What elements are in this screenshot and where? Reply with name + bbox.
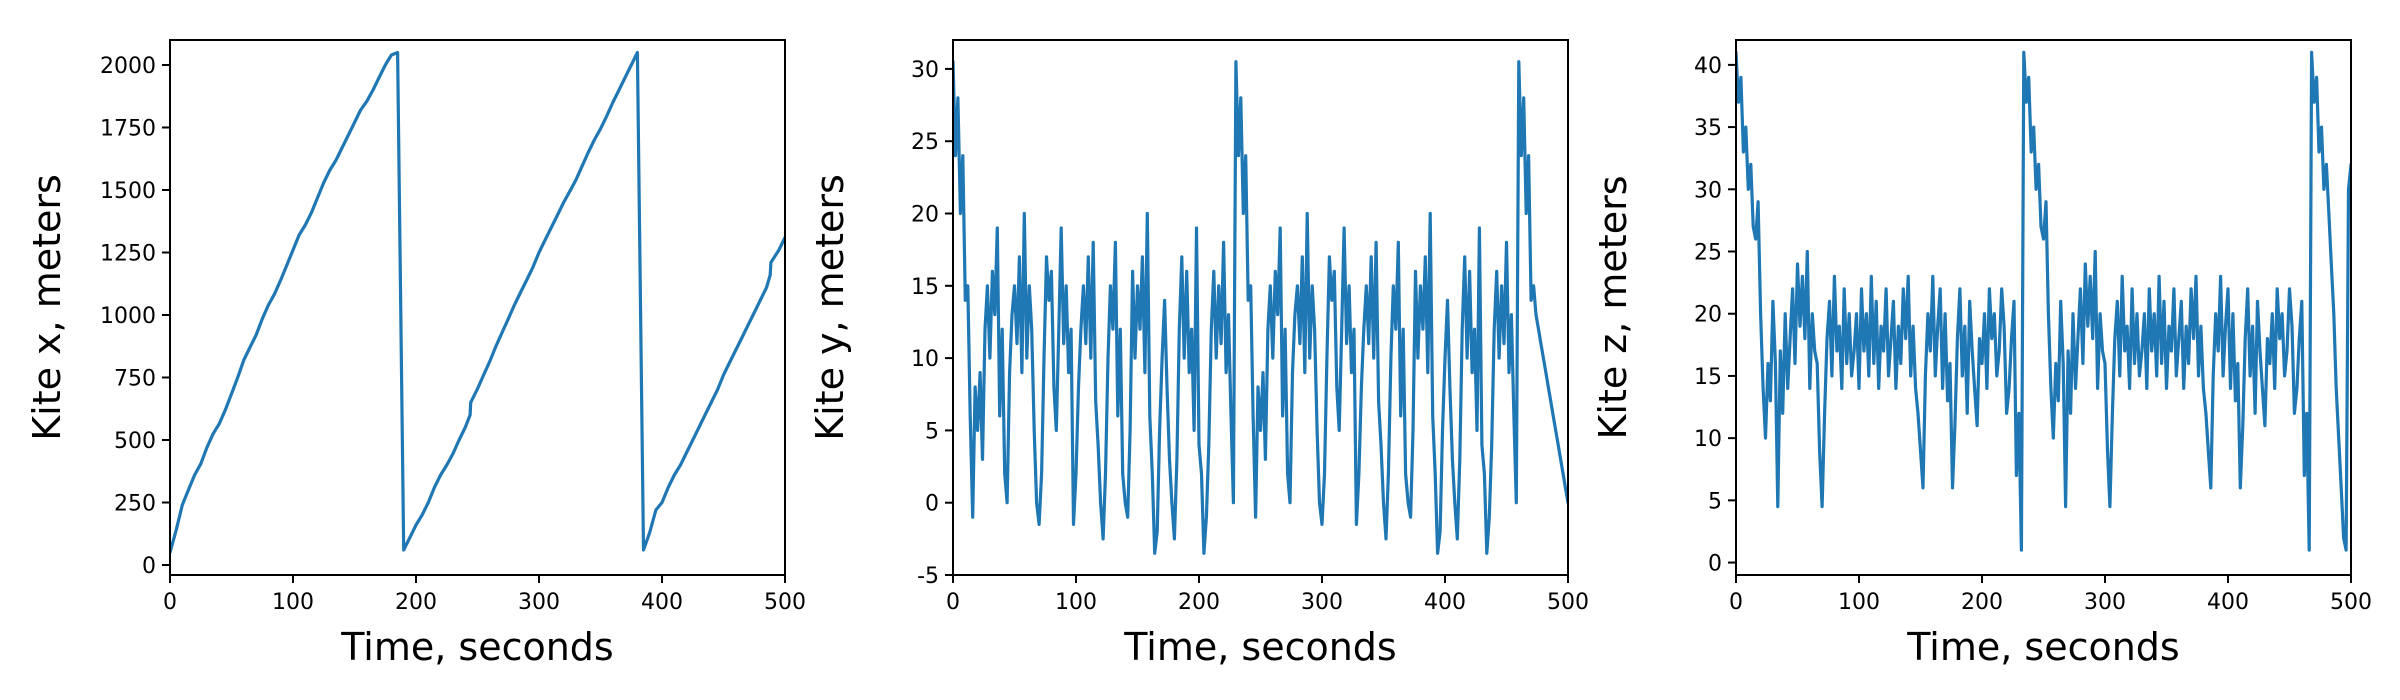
y-tick-label: 30 <box>911 58 939 83</box>
y-tick-label: 15 <box>1694 365 1722 390</box>
y-tick-label: 10 <box>911 347 939 372</box>
x-tick-label: 300 <box>2084 590 2126 615</box>
x-axis-title: Time, seconds <box>1123 625 1396 669</box>
y-tick-label: 0 <box>925 492 939 517</box>
chart-panel-2: 0 100 200 300 400 500 -5 0 5 10 15 20 25 30 Time, seco… <box>808 39 1589 669</box>
x-tick-label: 200 <box>395 590 437 615</box>
y-tick-label: 0 <box>1708 552 1722 577</box>
y-tick-label: 15 <box>911 275 939 300</box>
series-line-kite-x <box>170 50 785 555</box>
y-tick-label: 5 <box>1708 489 1722 514</box>
x-tick-label: 100 <box>1838 590 1880 615</box>
y-tick-label: 20 <box>911 203 939 228</box>
x-axis-title: Time, seconds <box>340 625 613 669</box>
x-tick-label: 300 <box>1301 590 1343 615</box>
x-tick-label: 400 <box>641 590 683 615</box>
y-axis-title: Kite y, meters <box>808 174 852 441</box>
y-tick-label: 25 <box>1694 241 1722 266</box>
y-axis-title: Kite x, meters <box>25 174 69 441</box>
x-tick-label: 100 <box>272 590 314 615</box>
x-tick-label: 0 <box>1729 590 1743 615</box>
y-tick-label: 1750 <box>100 117 156 142</box>
y-tick-label: 35 <box>1694 116 1722 141</box>
y-tick-label: 1500 <box>100 179 156 204</box>
x-tick-label: 400 <box>1424 590 1466 615</box>
x-tick-label: 100 <box>1055 590 1097 615</box>
x-tick-label: 200 <box>1178 590 1220 615</box>
y-tick-label: 25 <box>911 130 939 155</box>
plot-frame-1 <box>169 39 786 576</box>
x-tick-label: 500 <box>1547 590 1589 615</box>
y-tick-label: 0 <box>142 554 156 579</box>
y-tick-label: 750 <box>114 367 156 392</box>
plot-frame-2 <box>952 39 1569 576</box>
x-tick-label: 300 <box>518 590 560 615</box>
y-tick-label: 5 <box>925 419 939 444</box>
x-tick-label: 200 <box>1961 590 2003 615</box>
x-tick-label: 500 <box>764 590 806 615</box>
series-line-kite-z <box>1736 50 2351 552</box>
x-tick-label: 500 <box>2330 590 2372 615</box>
y-axis-title: Kite z, meters <box>1591 175 1635 439</box>
y-tick-label: 1000 <box>100 304 156 329</box>
y-tick-label: 250 <box>114 492 156 517</box>
x-axis-title: Time, seconds <box>1906 625 2179 669</box>
y-tick-label: 30 <box>1694 178 1722 203</box>
chart-panel-3: 0 100 200 300 400 500 0 5 10 15 20 25 30 35 40 Time, se… <box>1591 39 2372 669</box>
x-tick-label: 0 <box>163 590 177 615</box>
series-line-kite-y <box>953 60 1568 555</box>
x-tick-label: 0 <box>946 590 960 615</box>
chart-panel-1: 0 100 200 300 400 500 0 250 500 750 1000 1250 1500 17… <box>25 39 806 669</box>
y-tick-label: 10 <box>1694 427 1722 452</box>
y-tick-label: -5 <box>917 564 939 589</box>
y-tick-label: 500 <box>114 429 156 454</box>
y-tick-label: 20 <box>1694 303 1722 328</box>
plot-frame-3 <box>1735 39 2352 576</box>
y-tick-label: 2000 <box>100 54 156 79</box>
y-tick-label: 40 <box>1694 54 1722 79</box>
y-tick-label: 1250 <box>100 242 156 267</box>
x-tick-label: 400 <box>2207 590 2249 615</box>
